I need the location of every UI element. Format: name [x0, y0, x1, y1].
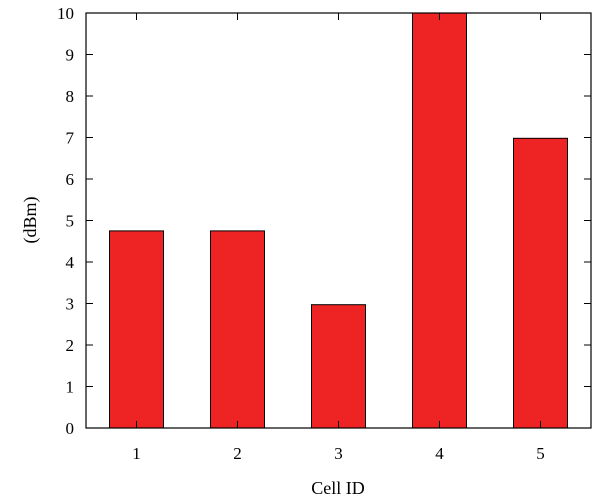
y-tick-label: 10: [57, 4, 74, 23]
y-tick-label: 2: [66, 336, 75, 355]
x-axis-label: Cell ID: [311, 478, 365, 498]
bar-3: [311, 304, 366, 429]
y-tick-labels: 0 1 2 3 4 5 6 7 8 9 10: [57, 4, 75, 438]
y-axis-label: (dBm): [20, 196, 41, 243]
plot-frame: [85, 12, 592, 429]
y-tick-label: 0: [66, 419, 75, 438]
bar-1: [109, 230, 164, 429]
bar-5: [513, 137, 568, 429]
x-tick-labels: 1 2 3 4 5: [132, 444, 545, 463]
bar-4: [412, 12, 467, 429]
y-tick-label: 1: [66, 378, 75, 397]
x-tick-label: 1: [132, 444, 141, 463]
bars: [109, 12, 568, 429]
y-tick-label: 5: [66, 212, 75, 231]
x-tick-label: 3: [334, 444, 343, 463]
x-tick-label: 5: [536, 444, 545, 463]
y-tick-label: 4: [66, 253, 75, 272]
y-tick-label: 7: [66, 129, 75, 148]
y-tick-label: 6: [66, 170, 75, 189]
y-tick-label: 9: [66, 46, 75, 65]
y-tick-label: 3: [66, 295, 75, 314]
y-tick-label: 8: [66, 87, 75, 106]
x-tick-label: 4: [435, 444, 444, 463]
bar-2: [210, 230, 265, 429]
x-tick-label: 2: [233, 444, 242, 463]
